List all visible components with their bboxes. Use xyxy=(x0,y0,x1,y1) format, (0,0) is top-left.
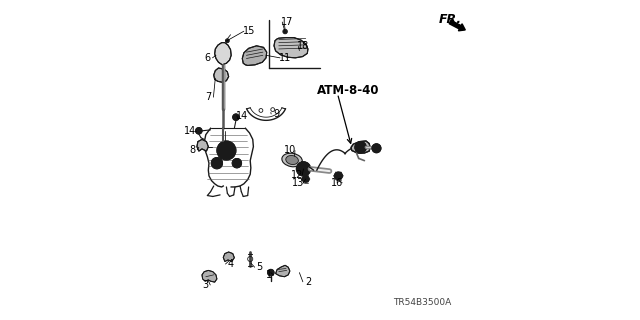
Polygon shape xyxy=(274,37,308,58)
Circle shape xyxy=(232,158,242,168)
Text: 6: 6 xyxy=(204,53,211,63)
Circle shape xyxy=(303,176,309,182)
Ellipse shape xyxy=(286,156,298,164)
Text: 10: 10 xyxy=(284,146,296,156)
Circle shape xyxy=(283,29,287,34)
FancyArrow shape xyxy=(449,20,465,31)
Text: 12: 12 xyxy=(291,170,303,180)
Circle shape xyxy=(224,148,229,153)
Polygon shape xyxy=(351,141,370,153)
Text: FR.: FR. xyxy=(439,13,462,26)
Text: 7: 7 xyxy=(205,92,211,102)
Text: 2: 2 xyxy=(305,277,311,287)
Text: 8: 8 xyxy=(189,145,195,155)
Text: 4: 4 xyxy=(227,259,234,269)
Ellipse shape xyxy=(282,153,302,167)
Text: TR54B3500A: TR54B3500A xyxy=(393,298,451,307)
Polygon shape xyxy=(197,140,209,151)
Text: 15: 15 xyxy=(243,26,255,36)
Text: 5: 5 xyxy=(257,262,263,272)
Text: 11: 11 xyxy=(279,53,291,63)
Polygon shape xyxy=(276,265,290,277)
Text: 17: 17 xyxy=(281,17,294,27)
Circle shape xyxy=(335,172,342,180)
Polygon shape xyxy=(243,46,267,66)
Text: 18: 18 xyxy=(298,41,310,52)
Text: 13: 13 xyxy=(292,179,304,188)
Text: 3: 3 xyxy=(202,280,208,290)
Polygon shape xyxy=(214,68,228,82)
Polygon shape xyxy=(202,270,217,282)
Circle shape xyxy=(372,144,381,153)
Text: ATM-8-40: ATM-8-40 xyxy=(317,84,380,97)
Circle shape xyxy=(225,39,229,43)
Text: 14: 14 xyxy=(184,126,196,136)
Circle shape xyxy=(357,144,364,150)
Text: 16: 16 xyxy=(331,178,343,188)
Text: 14: 14 xyxy=(236,111,248,121)
Circle shape xyxy=(296,162,310,176)
Circle shape xyxy=(211,157,223,169)
Text: 1: 1 xyxy=(266,270,271,280)
Circle shape xyxy=(217,141,236,160)
Circle shape xyxy=(355,142,366,153)
Circle shape xyxy=(268,269,274,276)
Text: 9: 9 xyxy=(273,109,279,119)
Circle shape xyxy=(233,114,239,120)
Polygon shape xyxy=(214,43,231,65)
Polygon shape xyxy=(223,252,234,261)
Circle shape xyxy=(196,128,202,134)
